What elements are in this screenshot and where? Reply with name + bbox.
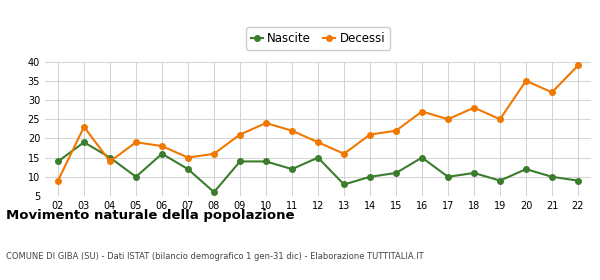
Decessi bbox=[158, 144, 166, 148]
Decessi bbox=[314, 141, 322, 144]
Nascite bbox=[80, 141, 88, 144]
Decessi bbox=[106, 160, 113, 163]
Decessi bbox=[574, 64, 581, 67]
Nascite bbox=[55, 160, 62, 163]
Nascite bbox=[184, 167, 191, 171]
Decessi bbox=[392, 129, 400, 132]
Nascite bbox=[445, 175, 452, 178]
Decessi bbox=[470, 106, 478, 109]
Decessi bbox=[211, 152, 218, 155]
Nascite bbox=[262, 160, 269, 163]
Nascite bbox=[392, 171, 400, 175]
Nascite bbox=[106, 156, 113, 159]
Line: Nascite: Nascite bbox=[55, 139, 581, 195]
Decessi bbox=[184, 156, 191, 159]
Nascite bbox=[211, 190, 218, 194]
Decessi bbox=[548, 91, 556, 94]
Nascite bbox=[367, 175, 374, 178]
Decessi bbox=[340, 152, 347, 155]
Nascite bbox=[289, 167, 296, 171]
Legend: Nascite, Decessi: Nascite, Decessi bbox=[246, 27, 390, 50]
Nascite bbox=[158, 152, 166, 155]
Decessi bbox=[496, 118, 503, 121]
Decessi bbox=[236, 133, 244, 136]
Decessi bbox=[55, 179, 62, 182]
Nascite bbox=[314, 156, 322, 159]
Nascite bbox=[496, 179, 503, 182]
Nascite bbox=[574, 179, 581, 182]
Decessi bbox=[367, 133, 374, 136]
Nascite bbox=[470, 171, 478, 175]
Text: COMUNE DI GIBA (SU) - Dati ISTAT (bilancio demografico 1 gen-31 dic) - Elaborazi: COMUNE DI GIBA (SU) - Dati ISTAT (bilanc… bbox=[6, 252, 424, 261]
Nascite bbox=[418, 156, 425, 159]
Line: Decessi: Decessi bbox=[55, 63, 581, 183]
Nascite bbox=[548, 175, 556, 178]
Text: Movimento naturale della popolazione: Movimento naturale della popolazione bbox=[6, 209, 295, 221]
Decessi bbox=[418, 110, 425, 113]
Decessi bbox=[262, 121, 269, 125]
Decessi bbox=[80, 125, 88, 129]
Nascite bbox=[236, 160, 244, 163]
Decessi bbox=[445, 118, 452, 121]
Decessi bbox=[289, 129, 296, 132]
Nascite bbox=[340, 183, 347, 186]
Nascite bbox=[133, 175, 140, 178]
Decessi bbox=[523, 79, 530, 83]
Decessi bbox=[133, 141, 140, 144]
Nascite bbox=[523, 167, 530, 171]
